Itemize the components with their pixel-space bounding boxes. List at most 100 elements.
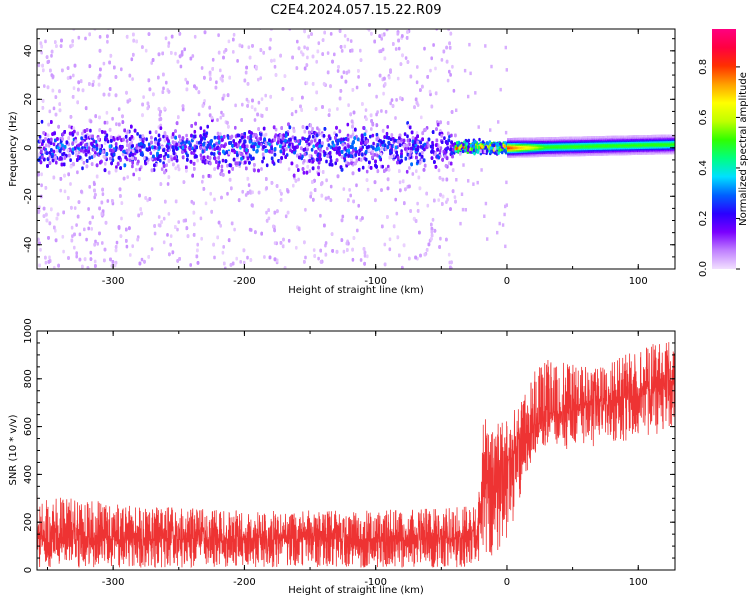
spectrogram-cell [98,35,102,39]
spectrogram-cell [273,138,276,142]
spectrogram-cell [113,65,116,70]
spectrogram-cell [50,120,53,124]
spectrogram-cell [390,98,394,102]
spectrogram-cell [58,89,61,94]
spectrogram-cell [253,168,256,173]
spectrogram-cell [273,152,277,157]
spectrogram-cell [44,137,47,141]
spectrogram-cell [242,260,246,265]
spectrogram-cell [190,124,193,128]
spectrogram-cell [416,65,419,69]
spectrogram-cell [39,139,42,143]
spectrogram-cell [303,66,307,71]
spectrogram-cell [201,149,205,154]
spectrogram-cell [130,135,134,139]
spectrogram-cell [385,135,389,140]
spectrogram-cell [311,82,315,86]
spectrogram-cell [338,29,342,33]
spectrogram-cell [265,163,269,168]
spectrogram-cell [256,144,260,149]
spectrogram-cell [454,133,457,138]
spectrogram-cell [378,73,382,78]
spectrogram-cell [185,139,188,144]
spectrogram-cell [207,174,211,178]
spectrogram-cell [370,127,373,131]
spectrogram-cell [213,135,217,140]
spectrogram-cell [109,148,112,153]
spectrogram-cell [294,109,298,114]
spectrogram-cell [341,214,345,219]
spectrogram-cell [220,144,223,148]
spectrogram-cell [240,118,243,122]
spectrogram-cell [146,198,149,203]
spectrogram-cell [369,134,372,139]
spectrogram-cell [363,253,367,258]
spectrogram-cell [330,163,334,167]
spectrogram-cell [222,245,225,249]
spectrogram-cell [385,131,389,136]
spectrogram-cell [189,159,193,164]
spectrogram-cell [50,207,53,212]
spectrogram-cell [343,44,347,49]
spectrogram-cell [197,112,201,117]
spectrogram-cell [138,177,141,181]
spectrogram-cell [259,142,263,147]
spectrogram-cell [259,132,263,137]
spectrogram-cell [246,176,250,181]
spectrogram-cell [316,49,320,54]
spectrogram-cell [312,197,315,202]
spectrogram-cell [104,220,108,225]
spectrogram-cell [88,220,92,225]
spectrogram-cell [175,158,179,163]
spectrogram-cell [440,140,444,144]
spectrogram-cell [50,49,54,54]
spectrogram-cell [324,196,328,201]
spectrogram-cell [94,140,98,144]
spectrogram-cell [264,149,268,153]
spectrogram-cell [45,151,49,155]
spectrogram-cell [111,260,115,264]
spectrogram-cell [216,235,219,240]
spectrogram-cell [302,170,306,175]
spectrogram-cell [320,182,323,187]
spectrogram-cell [122,176,126,181]
spectrogram-cell [246,191,250,195]
spectrogram-cell [449,73,452,77]
spectrogram-cell [188,147,192,151]
spectrogram-cell [239,260,242,264]
spectrogram-cell [343,34,347,38]
spectrogram-cell [414,255,417,260]
spectrogram-cell [439,192,442,197]
spectrogram-cell [306,164,309,169]
spectrogram-cell [281,244,285,249]
spectrogram-cell [131,152,134,157]
spectrogram-cell [97,137,100,141]
spectrogram-cell [179,64,183,69]
spectrogram-cell [168,252,171,257]
spectrogram-cell [452,88,456,93]
spectrogram-cell [265,186,268,190]
spectrogram-cell [246,104,249,108]
spectrogram-cell [372,141,375,146]
spectrogram-cell [203,30,207,35]
spectrogram-cell [169,234,173,238]
spectrogram-cell [265,177,268,181]
spectrogram-cell [99,149,102,154]
spectrogram-cell [157,133,161,138]
spectrogram-cell [129,253,132,257]
spectrogram-cell [95,143,99,148]
spectrogram-cell [46,60,50,64]
spectrogram-cell [446,141,449,146]
spectrogram-cell [399,188,402,193]
spectrogram-cell [167,139,170,144]
spectrogram-cell [118,135,121,140]
spectrogram-cell [112,152,116,157]
spectrogram-cell [232,32,236,37]
spectrogram-cell [221,138,224,142]
spectrogram-cell [197,90,201,95]
spectrogram-cell [217,33,220,38]
spectrogram-cell [138,134,142,139]
spectrogram-cell [75,223,78,227]
spectrogram-cell [152,92,155,97]
spectrogram-cell [290,112,294,117]
